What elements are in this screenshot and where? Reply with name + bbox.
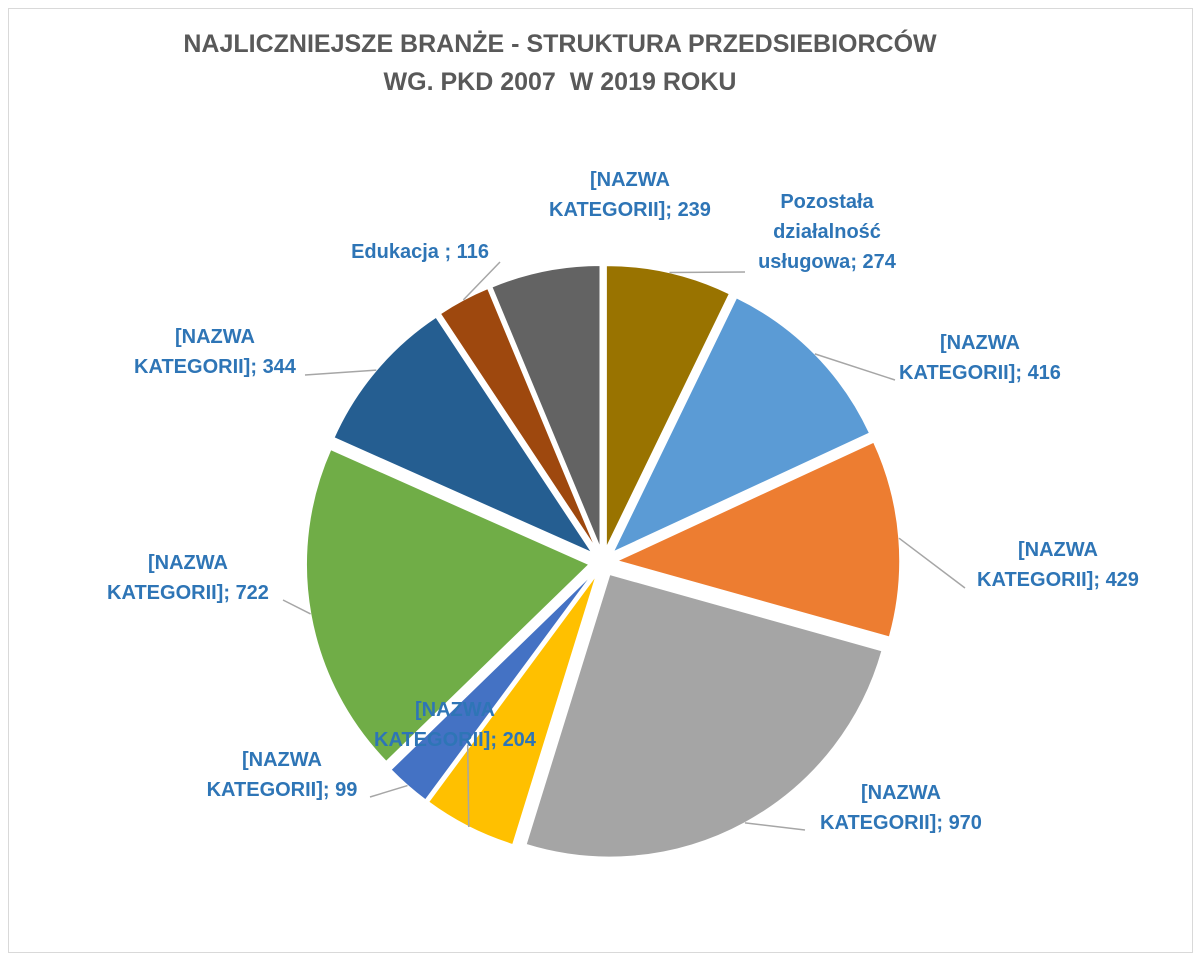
leader-line [814,353,896,381]
label-separator: ; [665,199,678,221]
label-category: [NAZWA KATEGORII] [549,169,670,221]
pie-slice [490,264,602,549]
data-label: Edukacja ; 116 [310,237,530,267]
label-value: 204 [502,729,536,751]
label-value: 344 [262,356,296,378]
label-category: Edukacja [351,241,445,263]
leader-line [282,599,311,615]
chart-title: WG. PKD 2007 W 2019 ROKU [383,68,737,96]
label-category: [NAZWA KATEGORII] [820,782,941,834]
pie-slice [389,572,595,802]
label-category: [NAZWA KATEGORII] [206,749,323,801]
label-separator: ; [322,779,336,801]
label-value: 416 [1027,362,1061,384]
label-separator: ; [444,241,457,263]
chart-title: NAJLICZNIEJSZE BRANŻE - STRUKTURA PRZEDS… [183,30,937,58]
pie-slice [614,440,901,639]
data-label: [NAZWA KATEGORII]; 722 [103,548,273,608]
label-category: [NAZWA KATEGORII] [107,552,228,604]
label-category: [NAZWA KATEGORII] [134,326,255,378]
label-separator: ; [1093,569,1106,591]
label-category: [NAZWA KATEGORII] [977,539,1098,591]
label-value: 239 [677,199,711,221]
label-separator: ; [250,356,263,378]
label-category: [NAZWA KATEGORII] [899,332,1020,384]
leader-line [669,271,746,274]
pie-slice [305,448,591,763]
leader-line [462,261,501,301]
label-value: 274 [862,251,896,273]
data-label: [NAZWA KATEGORII]; 344 [130,322,300,382]
leader-line [744,822,806,831]
leader-line [304,369,377,376]
label-value: 970 [948,812,982,834]
label-separator: ; [490,729,503,751]
chart-frame [8,8,1193,953]
label-separator: ; [1015,362,1028,384]
pie-slice [524,573,884,859]
label-value: 429 [1105,569,1139,591]
label-value: 116 [456,241,489,263]
leader-line [369,784,408,798]
data-label: [NAZWA KATEGORII]; 416 [895,328,1065,388]
data-label: [NAZWA KATEGORII]; 239 [545,165,715,225]
data-label: [NAZWA KATEGORII]; 99 [197,745,367,805]
label-separator: ; [936,812,949,834]
label-separator: ; [223,582,236,604]
label-category: [NAZWA KATEGORII] [374,699,495,751]
label-value: 722 [235,582,269,604]
label-category: Pozostała działalność usługowa [758,191,881,273]
leader-line [898,537,966,589]
label-value: 99 [335,779,358,801]
pie-slice [332,315,595,555]
data-label: Pozostała działalność usługowa; 274 [732,187,922,277]
data-label: [NAZWA KATEGORII]; 204 [370,695,540,755]
label-separator: ; [850,251,863,273]
data-label: [NAZWA KATEGORII]; 429 [973,535,1143,595]
data-label: [NAZWA KATEGORII]; 970 [816,778,986,838]
